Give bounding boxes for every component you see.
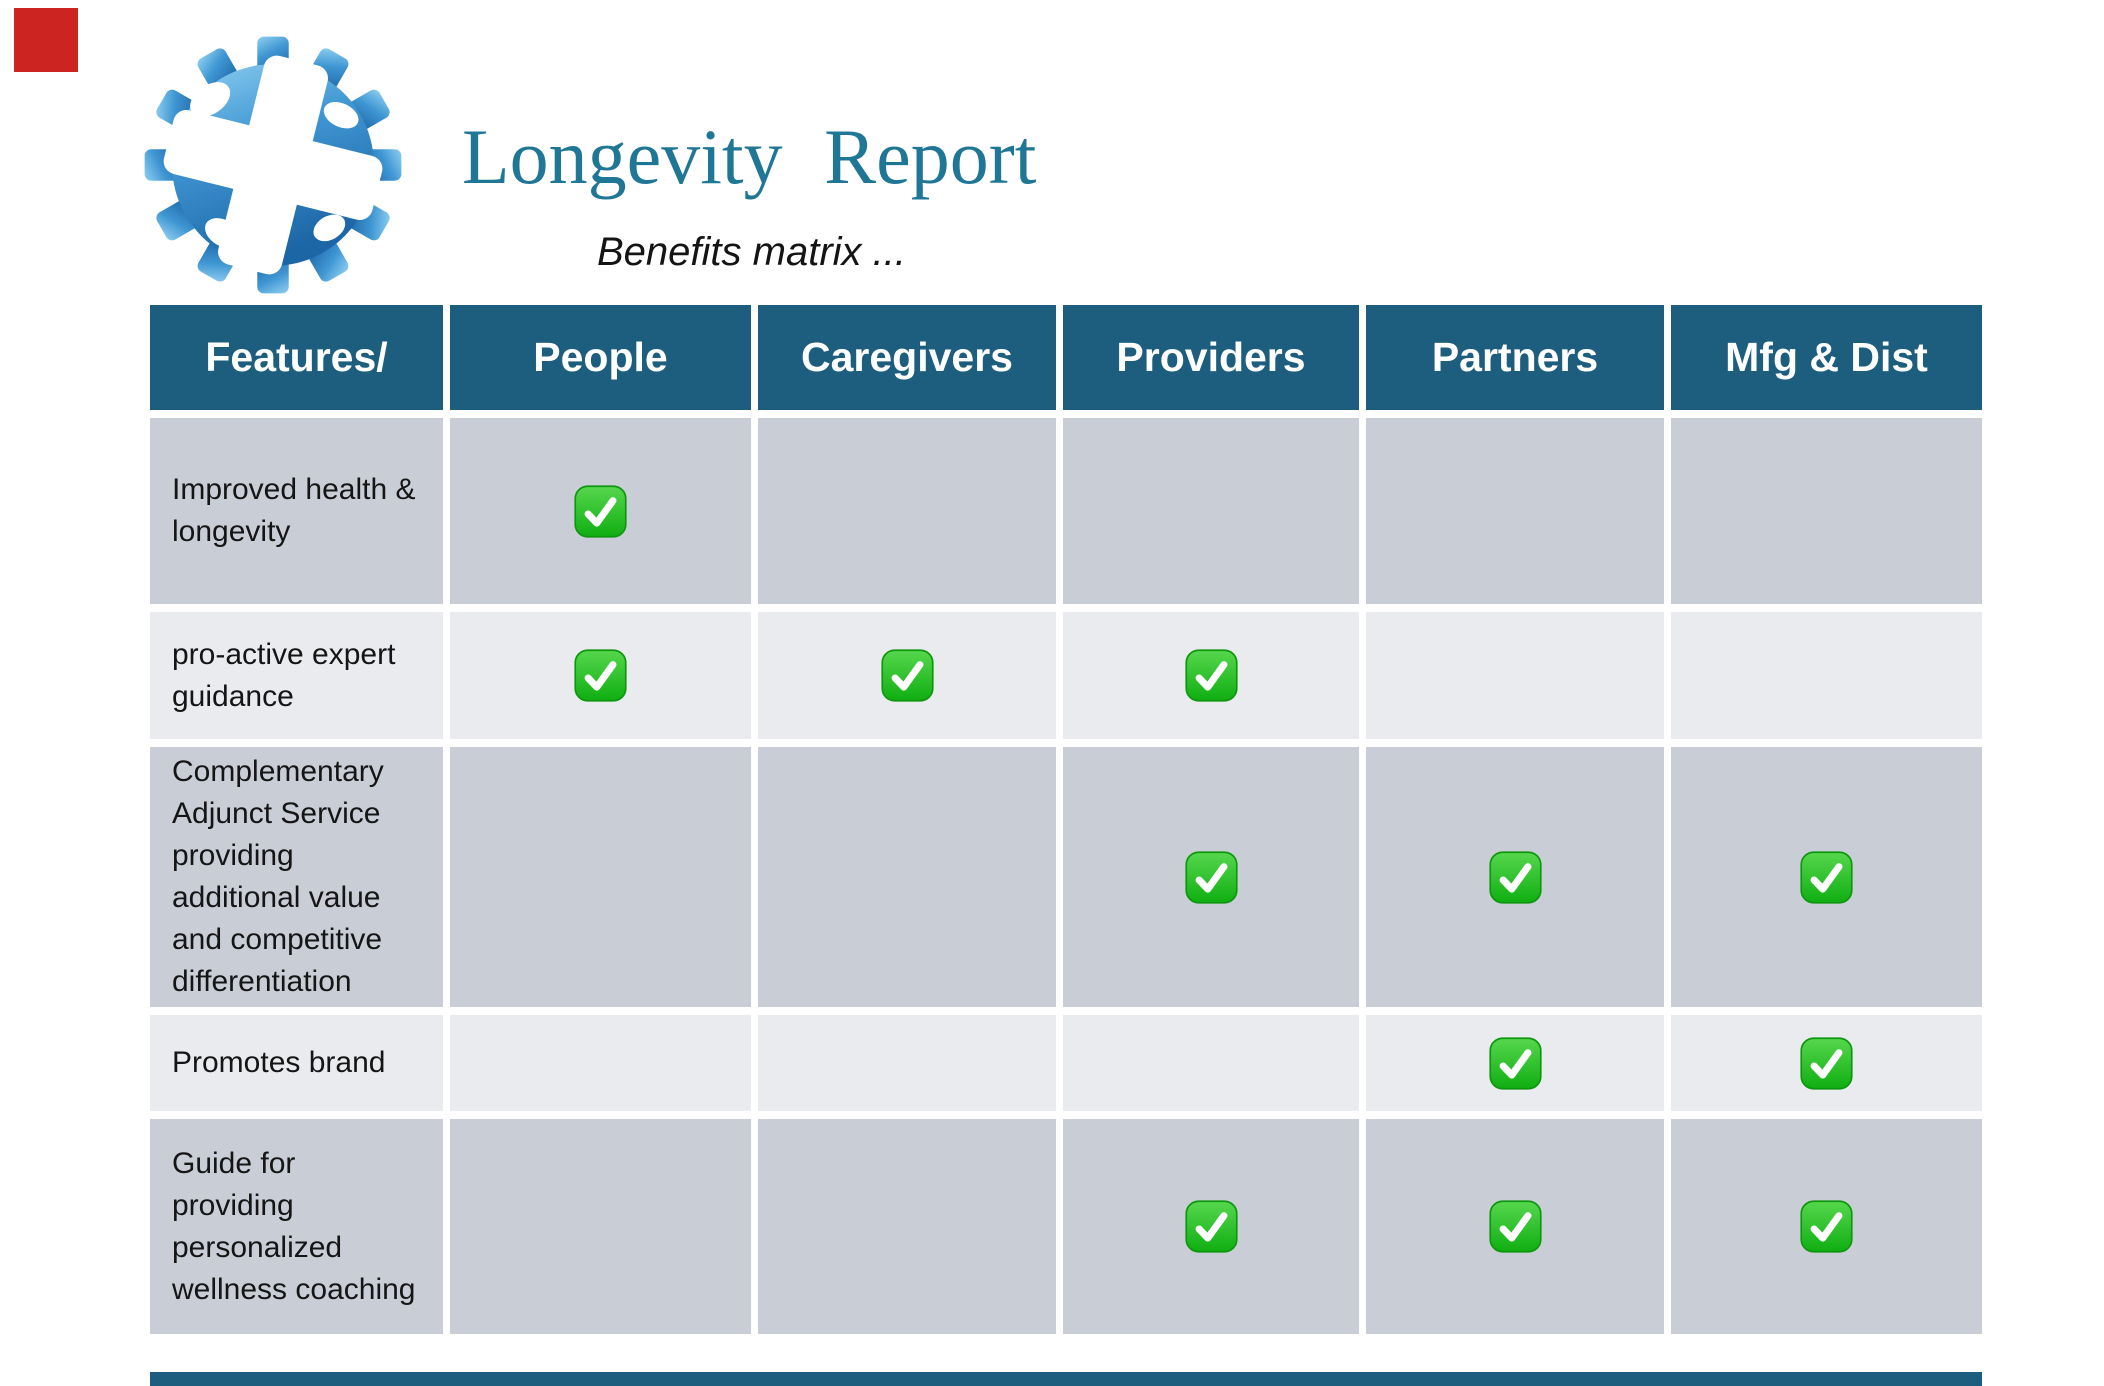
empty-cell <box>450 1015 751 1111</box>
red-square-marker <box>14 8 78 72</box>
column-header-providers: Providers <box>1063 305 1359 410</box>
feature-cell: Guide for providing personalized wellnes… <box>150 1119 443 1334</box>
feature-cell: Complementary Adjunct Service providing … <box>150 747 443 1007</box>
check-icon <box>1800 1036 1853 1090</box>
check-icon <box>880 649 934 702</box>
page-title: Longevity Report <box>462 113 1037 200</box>
check-cell <box>1366 747 1664 1007</box>
benefits-matrix-table: Features/People Caregivers Providers Partne… <box>150 305 1982 1334</box>
empty-cell <box>1671 612 1982 739</box>
check-cell <box>1063 1119 1359 1334</box>
check-icon <box>574 484 627 538</box>
check-icon <box>574 649 627 702</box>
empty-cell <box>758 1015 1056 1111</box>
check-icon <box>1488 1036 1542 1090</box>
empty-cell <box>450 747 751 1007</box>
check-cell <box>1366 1119 1664 1334</box>
check-icon <box>1800 1200 1853 1253</box>
empty-cell <box>1671 418 1982 604</box>
feature-cell: pro-active expert guidance <box>150 612 443 739</box>
check-cell <box>450 418 751 604</box>
check-icon <box>1184 1200 1238 1253</box>
next-row-peek-bar <box>150 1372 1982 1386</box>
feature-cell: Promotes brand <box>150 1015 443 1111</box>
check-cell <box>1671 747 1982 1007</box>
check-icon <box>1184 649 1238 702</box>
check-cell <box>1366 1015 1664 1111</box>
empty-cell <box>450 1119 751 1334</box>
column-header-partners: Partners <box>1366 305 1664 410</box>
gear-logo-icon <box>144 36 402 294</box>
check-cell <box>758 612 1056 739</box>
check-cell <box>1063 747 1359 1007</box>
empty-cell <box>1366 418 1664 604</box>
check-cell <box>1063 612 1359 739</box>
check-cell <box>1671 1015 1982 1111</box>
empty-cell <box>758 1119 1056 1334</box>
column-header-features: Features/ <box>150 305 443 410</box>
check-cell <box>450 612 751 739</box>
check-cell <box>1671 1119 1982 1334</box>
column-header-people: People <box>450 305 751 410</box>
column-header-mfg-dist: Mfg & Dist <box>1671 305 1982 410</box>
empty-cell <box>758 747 1056 1007</box>
empty-cell <box>1063 1015 1359 1111</box>
check-icon <box>1488 850 1542 904</box>
empty-cell <box>758 418 1056 604</box>
check-icon <box>1488 1200 1542 1253</box>
empty-cell <box>1063 418 1359 604</box>
feature-cell: Improved health & longevity <box>150 418 443 604</box>
column-header-caregivers: Caregivers <box>758 305 1056 410</box>
check-icon <box>1184 850 1238 904</box>
page-subtitle: Benefits matrix ... <box>597 230 906 274</box>
check-icon <box>1800 850 1853 904</box>
empty-cell <box>1366 612 1664 739</box>
